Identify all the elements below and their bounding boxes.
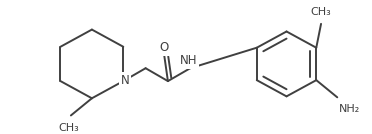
- Text: N: N: [121, 74, 129, 87]
- Text: O: O: [160, 41, 169, 54]
- Text: CH₃: CH₃: [59, 123, 79, 133]
- Text: CH₃: CH₃: [311, 7, 331, 17]
- Text: NH₂: NH₂: [339, 104, 360, 114]
- Text: NH: NH: [180, 54, 197, 67]
